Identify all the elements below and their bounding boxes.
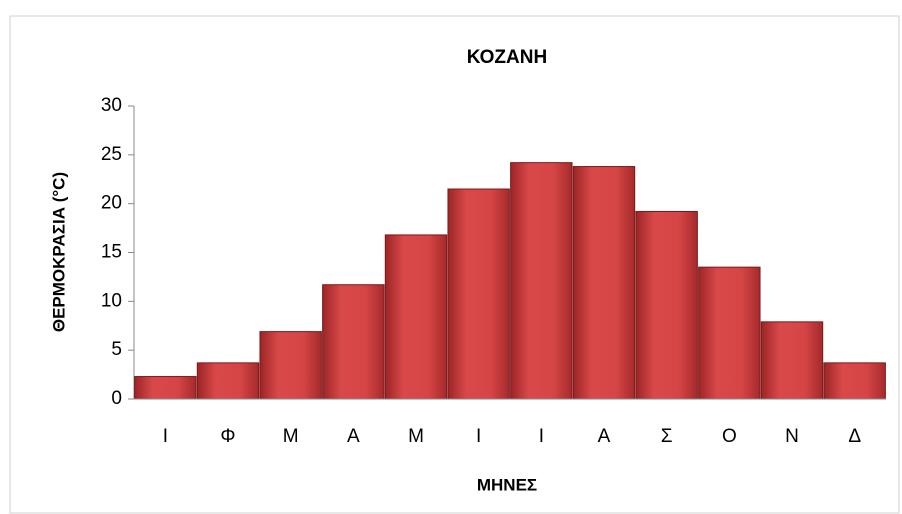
x-tick-label: Φ [220,426,235,447]
x-tick-label: Ι [163,426,168,447]
y-tick-label: 15 [101,242,122,263]
y-tick-label: 30 [101,95,122,116]
x-tick-label: Μ [408,426,424,447]
x-tick-label: Ι [476,426,481,447]
y-tick-label: 20 [101,193,122,214]
x-tick-label: Ν [785,426,799,447]
bar [447,188,510,400]
x-tick-label: Δ [848,426,861,447]
x-tick-label: Α [598,426,611,447]
chart-title: ΚΟΖΑΝΗ [467,47,547,68]
x-tick-label: Σ [661,426,673,447]
bar [698,266,761,400]
bar [196,362,260,400]
x-tick-label: Ο [722,426,737,447]
y-tick-label: 25 [101,144,122,165]
bar [510,162,573,400]
bar [572,166,636,400]
x-axis-title: ΜΗΝΕΣ [477,475,537,494]
y-tick-label: 5 [111,339,122,360]
bar [259,331,322,400]
y-tick-label: 0 [111,388,122,409]
bar [823,362,886,400]
x-tick-label: Ι [539,426,544,447]
y-axis-title: ΘΕΡΜΟΚΡΑΣΙΑ (°C) [49,172,68,332]
bar [384,234,448,400]
x-tick-label: Α [347,426,360,447]
y-tick-label: 10 [101,290,122,311]
bar [322,284,385,400]
bar [635,210,698,400]
bar [134,376,197,400]
bar [760,321,824,400]
x-tick-label: Μ [283,426,299,447]
